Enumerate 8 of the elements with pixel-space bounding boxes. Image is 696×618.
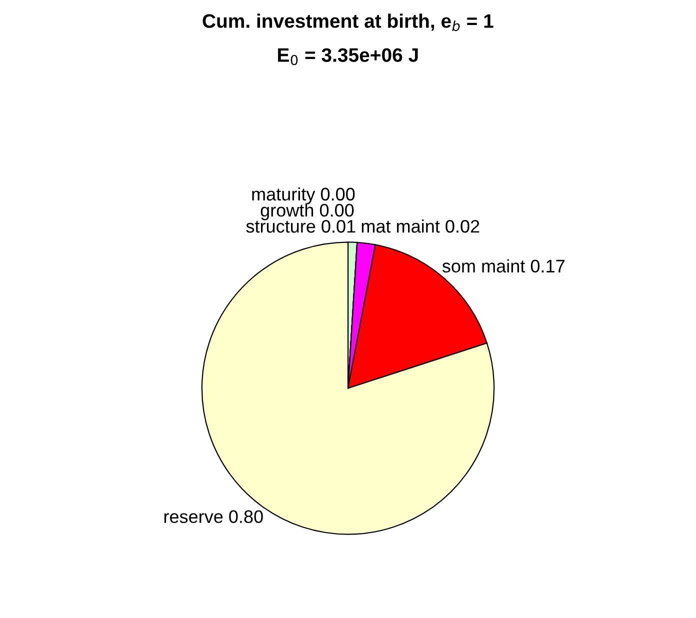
slice-label: mat maint 0.02 [362,219,480,233]
category-label: maturity 0.00 [252,187,355,204]
slice-label: structure 0.01 [246,220,356,233]
chart-subtitle: E$_{0}$ = 3.35e+06 J [278,48,418,66]
slice-label: som maint 0.17 [442,259,564,273]
category-label: growth 0.00 [260,203,354,220]
slice-label: reserve 0.80 [164,510,263,524]
chart-title: Cum. investment at birth, e$_{b}$ = 1 [202,14,494,32]
